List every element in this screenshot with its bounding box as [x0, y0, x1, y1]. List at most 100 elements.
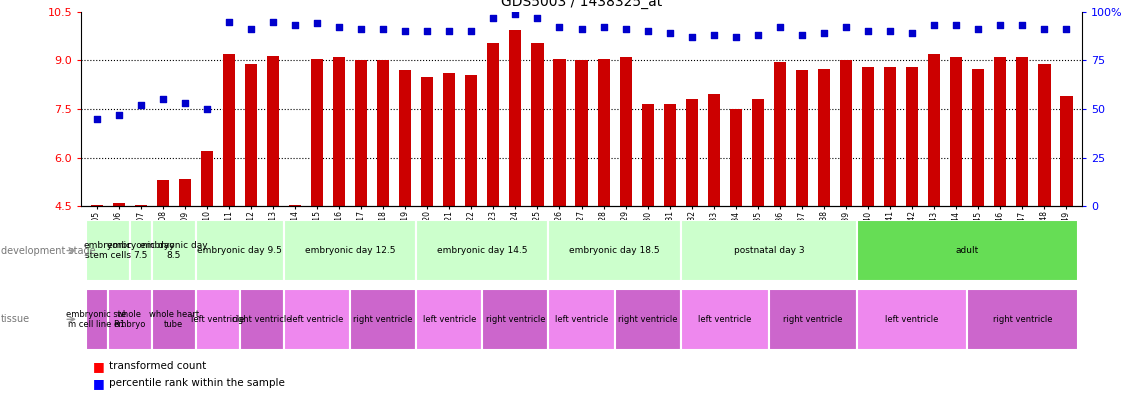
Bar	[906, 67, 919, 206]
Bar	[443, 73, 455, 206]
Bar	[350, 289, 416, 350]
Text: tissue: tissue	[1, 314, 30, 324]
Point	[529, 15, 547, 21]
Point	[925, 22, 943, 29]
Point	[1036, 26, 1054, 33]
Text: development stage: development stage	[1, 246, 96, 255]
Bar	[179, 179, 190, 206]
Bar	[284, 289, 350, 350]
Bar	[950, 57, 962, 206]
Bar	[355, 61, 367, 206]
Bar	[152, 289, 196, 350]
Point	[616, 26, 635, 33]
Bar	[245, 64, 257, 206]
Bar	[399, 70, 411, 206]
Bar	[223, 54, 234, 206]
Bar	[267, 55, 279, 206]
Bar	[86, 220, 130, 281]
Text: right ventricle: right ventricle	[232, 315, 292, 324]
Bar	[1038, 64, 1050, 206]
Point	[683, 34, 701, 40]
Text: embryonic day 12.5: embryonic day 12.5	[304, 246, 396, 255]
Bar	[769, 289, 857, 350]
Bar	[482, 289, 549, 350]
Text: left ventricle: left ventricle	[192, 315, 245, 324]
Point	[462, 28, 480, 35]
Bar	[774, 62, 786, 206]
Point	[153, 96, 171, 103]
Text: embryonic day 9.5: embryonic day 9.5	[197, 246, 282, 255]
Bar	[664, 104, 676, 206]
Text: whole
embryo: whole embryo	[114, 310, 145, 329]
Point	[969, 26, 987, 33]
Point	[903, 30, 921, 36]
Bar	[967, 289, 1077, 350]
Point	[176, 100, 194, 107]
Text: right ventricle: right ventricle	[783, 315, 843, 324]
Bar	[620, 57, 631, 206]
Point	[264, 18, 282, 25]
Bar	[549, 289, 614, 350]
Bar	[796, 70, 808, 206]
Bar	[973, 68, 984, 206]
Bar	[862, 67, 875, 206]
Point	[727, 34, 745, 40]
Bar	[134, 205, 147, 206]
Point	[220, 18, 238, 25]
Point	[639, 28, 657, 35]
Bar	[416, 220, 549, 281]
Point	[748, 32, 766, 38]
Title: GDS5003 / 1438325_at: GDS5003 / 1438325_at	[500, 0, 663, 9]
Text: embryonic day 18.5: embryonic day 18.5	[569, 246, 660, 255]
Bar	[576, 61, 587, 206]
Bar	[708, 94, 720, 206]
Point	[485, 15, 503, 21]
Bar	[152, 220, 196, 281]
Bar	[1017, 57, 1029, 206]
Text: ■: ■	[92, 360, 104, 373]
Bar	[487, 42, 499, 206]
Point	[793, 32, 811, 38]
Point	[771, 24, 789, 31]
Bar	[107, 289, 152, 350]
Bar	[240, 289, 284, 350]
Bar	[641, 104, 654, 206]
Bar	[549, 220, 681, 281]
Text: left ventricle: left ventricle	[698, 315, 752, 324]
Text: embryonic day
8.5: embryonic day 8.5	[140, 241, 207, 260]
Text: whole heart
tube: whole heart tube	[149, 310, 198, 329]
Bar	[614, 289, 681, 350]
Point	[441, 28, 459, 35]
Bar	[857, 289, 967, 350]
Point	[1013, 22, 1031, 29]
Text: postnatal day 3: postnatal day 3	[734, 246, 805, 255]
Bar	[553, 59, 566, 206]
Bar	[465, 75, 478, 206]
Bar	[681, 289, 769, 350]
Point	[948, 22, 966, 29]
Text: left ventricle: left ventricle	[291, 315, 344, 324]
Point	[859, 28, 877, 35]
Bar	[884, 67, 896, 206]
Bar	[311, 59, 323, 206]
Bar	[284, 220, 416, 281]
Bar	[685, 99, 698, 206]
Bar	[332, 57, 345, 206]
Point	[132, 102, 150, 108]
Bar	[196, 220, 284, 281]
Text: right ventricle: right ventricle	[486, 315, 545, 324]
Point	[704, 32, 722, 38]
Text: right ventricle: right ventricle	[618, 315, 677, 324]
Text: ■: ■	[92, 376, 104, 390]
Text: embryonic ste
m cell line R1: embryonic ste m cell line R1	[66, 310, 126, 329]
Point	[308, 20, 326, 27]
Point	[88, 116, 106, 122]
Bar	[929, 54, 940, 206]
Bar	[840, 61, 852, 206]
Bar	[857, 220, 1077, 281]
Bar	[201, 151, 213, 206]
Text: transformed count: transformed count	[109, 361, 206, 371]
Point	[330, 24, 348, 31]
Point	[286, 22, 304, 29]
Bar	[157, 180, 169, 206]
